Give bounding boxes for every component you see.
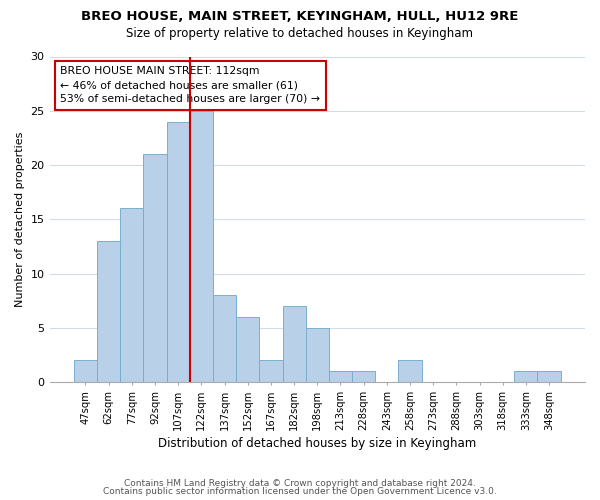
Bar xyxy=(283,306,305,382)
Text: BREO HOUSE MAIN STREET: 112sqm
← 46% of detached houses are smaller (61)
53% of : BREO HOUSE MAIN STREET: 112sqm ← 46% of … xyxy=(60,66,320,104)
Bar xyxy=(120,208,143,382)
Text: Contains public sector information licensed under the Open Government Licence v3: Contains public sector information licen… xyxy=(103,487,497,496)
Bar xyxy=(329,371,352,382)
Bar xyxy=(305,328,329,382)
Bar xyxy=(213,295,236,382)
Bar xyxy=(352,371,375,382)
Bar xyxy=(538,371,560,382)
Bar xyxy=(398,360,422,382)
Bar xyxy=(74,360,97,382)
Bar xyxy=(236,317,259,382)
Text: BREO HOUSE, MAIN STREET, KEYINGHAM, HULL, HU12 9RE: BREO HOUSE, MAIN STREET, KEYINGHAM, HULL… xyxy=(82,10,518,23)
Text: Contains HM Land Registry data © Crown copyright and database right 2024.: Contains HM Land Registry data © Crown c… xyxy=(124,478,476,488)
Bar xyxy=(143,154,167,382)
Bar xyxy=(167,122,190,382)
Text: Size of property relative to detached houses in Keyingham: Size of property relative to detached ho… xyxy=(127,28,473,40)
Y-axis label: Number of detached properties: Number of detached properties xyxy=(15,132,25,307)
X-axis label: Distribution of detached houses by size in Keyingham: Distribution of detached houses by size … xyxy=(158,437,476,450)
Bar xyxy=(514,371,538,382)
Bar xyxy=(190,111,213,382)
Bar xyxy=(259,360,283,382)
Bar xyxy=(97,241,120,382)
